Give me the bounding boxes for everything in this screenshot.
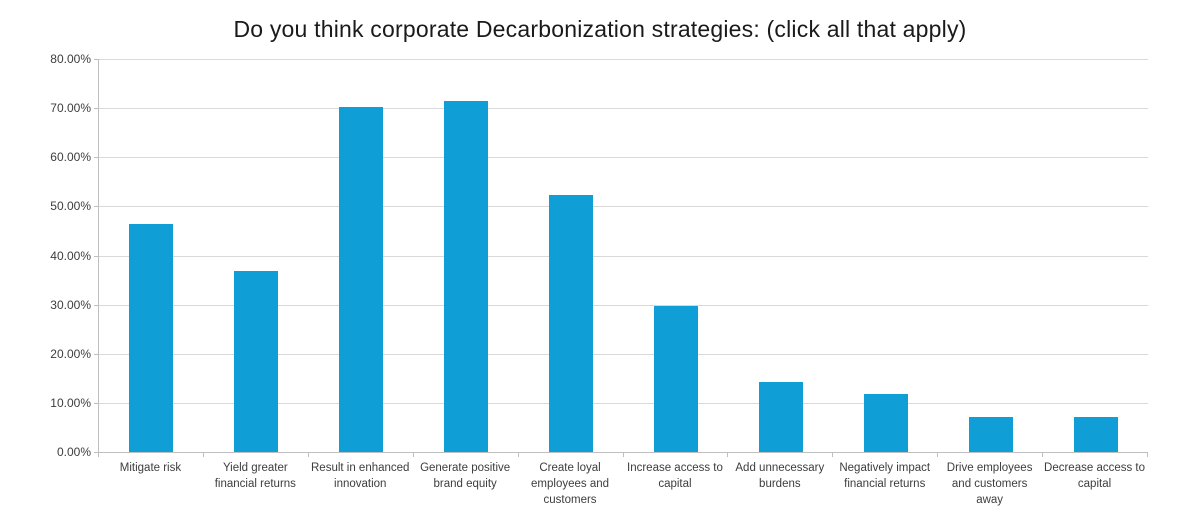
x-label: Increase access to capital [627,462,723,490]
y-label: 80.00% [50,52,91,66]
bar [339,106,384,452]
y-tick [94,59,98,60]
gridline [99,353,1148,355]
y-tick [94,255,98,257]
gridline [99,206,1148,208]
gridline [99,157,1148,159]
bar [1073,416,1118,452]
x-label: Result in enhanced innovation [311,462,410,490]
x-label: Yield greater financial returns [214,462,296,490]
x-tick [202,453,204,457]
x-label: Drive employees and customers away [946,462,1033,506]
x-tick [727,453,729,457]
gridline [99,304,1148,306]
x-tick [1147,453,1148,457]
x-label: Add unnecessary burdens [735,462,825,490]
gridline [99,59,1148,60]
y-label: 10.00% [50,395,91,410]
x-label: Generate positive brand equity [420,462,511,490]
gridline [99,255,1148,257]
gridline [99,402,1148,404]
x-label: Mitigate risk [119,462,182,474]
x-tick [517,453,519,457]
y-tick [94,304,98,306]
bar [863,393,908,452]
bar [653,305,698,452]
y-tick [94,108,98,110]
gridline [99,108,1148,110]
x-label: Decrease access to capital [1044,462,1146,490]
x-labels: Mitigate risk Yield greater financial ret… [98,460,1147,516]
bar [549,194,594,452]
y-label: 50.00% [50,199,91,214]
chart-title: Do you think corporate Decarbonization s… [233,16,967,42]
y-label: 30.00% [50,297,91,312]
y-tick [94,353,98,355]
bar [968,416,1013,452]
y-label: 70.00% [50,101,91,116]
y-tick [94,452,98,453]
y-label: 0.00% [56,445,91,459]
bar [129,223,174,452]
y-label: 60.00% [50,150,91,165]
x-tick [1042,453,1044,457]
x-label: Negatively impact financial returns [839,462,931,490]
x-tick [412,453,414,457]
y-tick [94,402,98,404]
y-tick [94,206,98,208]
x-tick [832,453,834,457]
y-label: 40.00% [50,248,91,263]
bar [758,381,803,452]
y-label: 20.00% [50,346,91,361]
bar [234,270,279,452]
x-tick [98,453,99,457]
x-tick [622,453,624,457]
y-tick [94,157,98,159]
bar [444,101,489,452]
x-tick [937,453,939,457]
x-tick [307,453,309,457]
plot-area [98,59,1148,453]
x-label: Create loyal employees and customers [531,462,610,506]
